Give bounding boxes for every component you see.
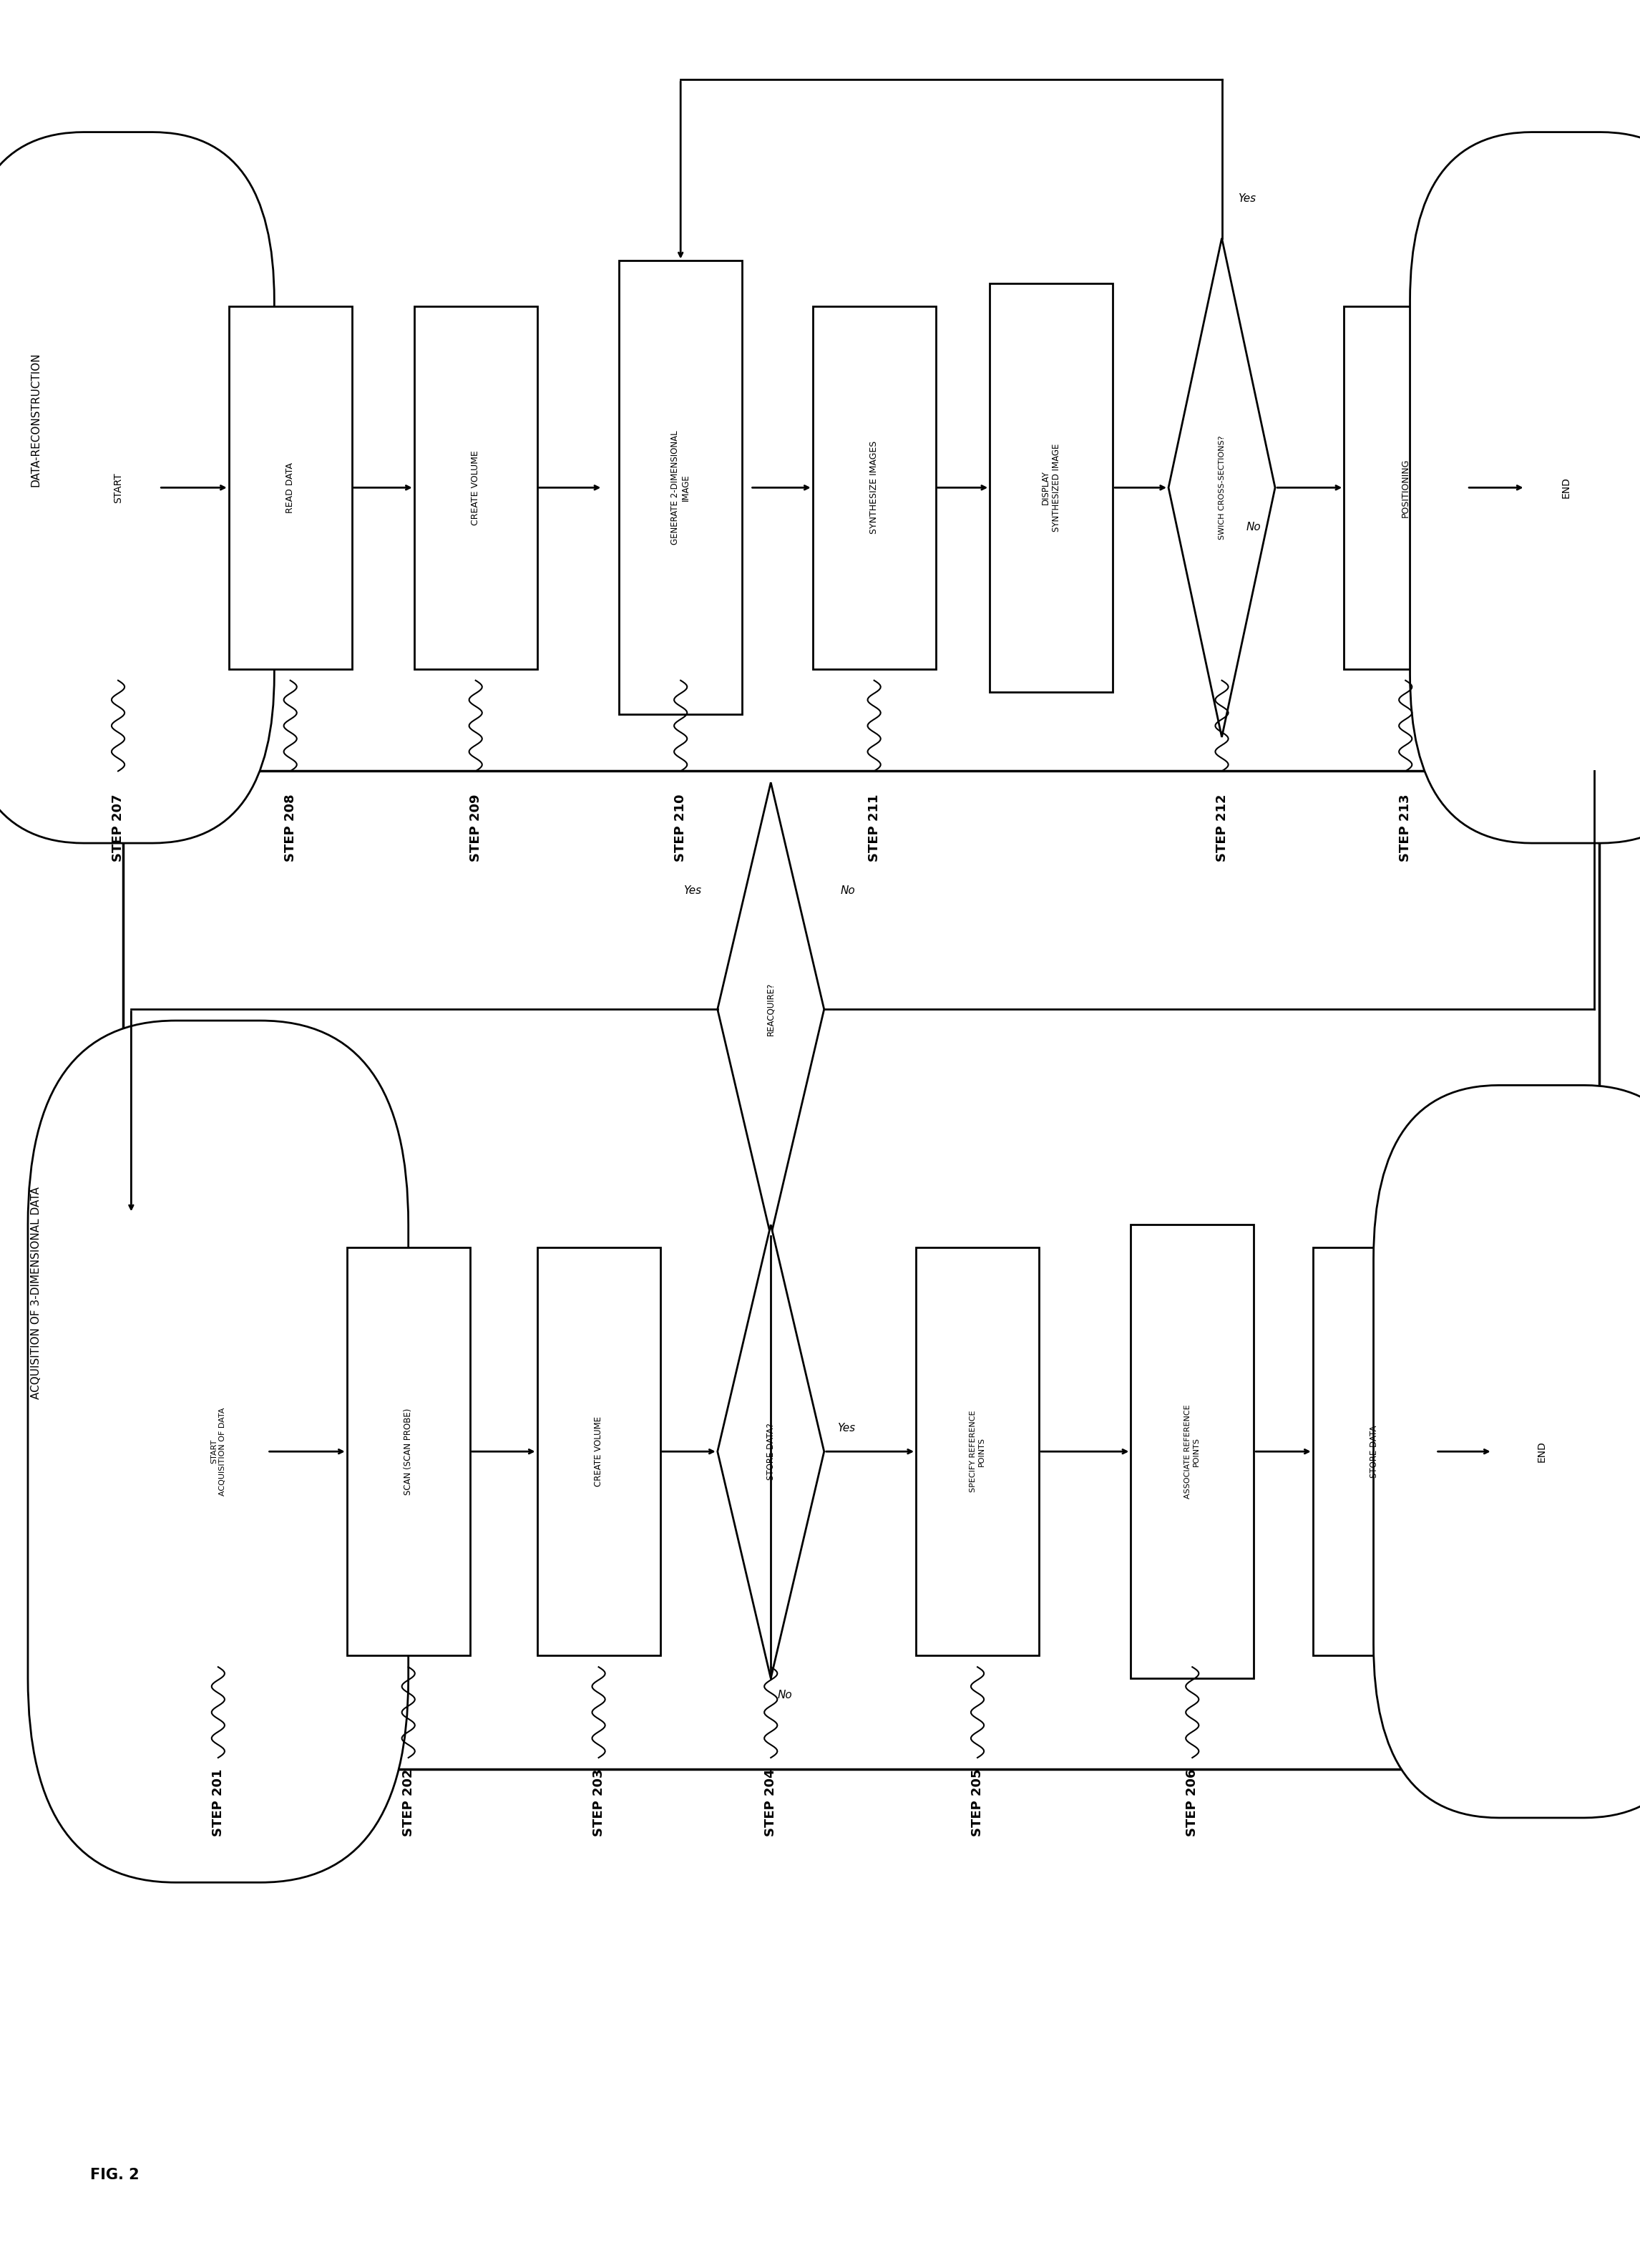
Text: STEP 212: STEP 212: [1215, 794, 1228, 862]
FancyBboxPatch shape: [538, 1247, 659, 1656]
FancyBboxPatch shape: [1410, 132, 1640, 844]
Text: Yes: Yes: [836, 1422, 854, 1433]
FancyBboxPatch shape: [413, 306, 538, 669]
Text: SWICH CROSS-SECTIONS?: SWICH CROSS-SECTIONS?: [1219, 435, 1225, 540]
Text: SYNTHESIZE IMAGES: SYNTHESIZE IMAGES: [869, 440, 879, 535]
Text: ASSOCIATE REFERENCE
POINTS: ASSOCIATE REFERENCE POINTS: [1184, 1404, 1200, 1499]
Text: STEP 205: STEP 205: [971, 1769, 984, 1837]
Text: STEP 204: STEP 204: [764, 1769, 777, 1837]
Text: GENERATE 2-DIMENSIONAL
IMAGE: GENERATE 2-DIMENSIONAL IMAGE: [671, 431, 690, 544]
Text: DISPLAY
SYNTHESIZED IMAGE: DISPLAY SYNTHESIZED IMAGE: [1041, 445, 1061, 531]
Text: STORE DATA?: STORE DATA?: [766, 1422, 776, 1481]
FancyBboxPatch shape: [0, 132, 274, 844]
Text: END: END: [1537, 1440, 1547, 1463]
Text: STEP 213: STEP 213: [1399, 794, 1412, 862]
Text: CREATE VOLUME: CREATE VOLUME: [471, 449, 481, 526]
Text: START
ACQUISITION OF DATA: START ACQUISITION OF DATA: [210, 1408, 226, 1495]
Text: STORE DATA: STORE DATA: [1369, 1424, 1379, 1479]
Polygon shape: [1168, 238, 1276, 737]
Text: DATA-RECONSTRUCTION: DATA-RECONSTRUCTION: [31, 352, 41, 488]
FancyBboxPatch shape: [1373, 1084, 1640, 1819]
Text: No: No: [840, 885, 856, 896]
FancyBboxPatch shape: [1312, 1247, 1437, 1656]
FancyBboxPatch shape: [813, 306, 935, 669]
FancyBboxPatch shape: [1132, 1225, 1253, 1678]
Text: SCAN (SCAN PROBE): SCAN (SCAN PROBE): [403, 1408, 413, 1495]
FancyBboxPatch shape: [228, 306, 351, 669]
FancyBboxPatch shape: [1345, 306, 1466, 669]
Text: STEP 203: STEP 203: [592, 1769, 605, 1837]
Text: CREATE VOLUME: CREATE VOLUME: [594, 1418, 604, 1486]
Text: STEP 201: STEP 201: [212, 1769, 225, 1837]
Text: Yes: Yes: [1238, 193, 1256, 204]
Polygon shape: [718, 1225, 823, 1678]
Text: No: No: [777, 1690, 792, 1701]
Text: STEP 202: STEP 202: [402, 1769, 415, 1837]
Text: STEP 209: STEP 209: [469, 794, 482, 862]
Text: ACQUISITION OF 3-DIMENSIONAL DATA: ACQUISITION OF 3-DIMENSIONAL DATA: [31, 1186, 41, 1399]
Text: STEP 206: STEP 206: [1186, 1769, 1199, 1837]
Text: STEP 211: STEP 211: [868, 794, 881, 862]
Text: POSITIONING: POSITIONING: [1401, 458, 1410, 517]
Text: STEP 210: STEP 210: [674, 794, 687, 862]
Text: FIG. 2: FIG. 2: [90, 2168, 139, 2182]
Text: START: START: [113, 472, 123, 503]
FancyBboxPatch shape: [28, 1021, 408, 1882]
FancyBboxPatch shape: [991, 284, 1112, 692]
Text: END: END: [1561, 476, 1571, 499]
Text: READ DATA: READ DATA: [285, 463, 295, 513]
Text: STEP 207: STEP 207: [112, 794, 125, 862]
Text: REACQUIRE?: REACQUIRE?: [766, 982, 776, 1036]
Polygon shape: [718, 782, 823, 1236]
FancyBboxPatch shape: [620, 261, 743, 714]
Text: SPECIFY REFERENCE
POINTS: SPECIFY REFERENCE POINTS: [969, 1411, 986, 1492]
FancyBboxPatch shape: [915, 1247, 1040, 1656]
FancyBboxPatch shape: [348, 1247, 469, 1656]
Text: Yes: Yes: [684, 885, 702, 896]
Text: No: No: [1246, 522, 1261, 533]
Text: STEP 208: STEP 208: [284, 794, 297, 862]
